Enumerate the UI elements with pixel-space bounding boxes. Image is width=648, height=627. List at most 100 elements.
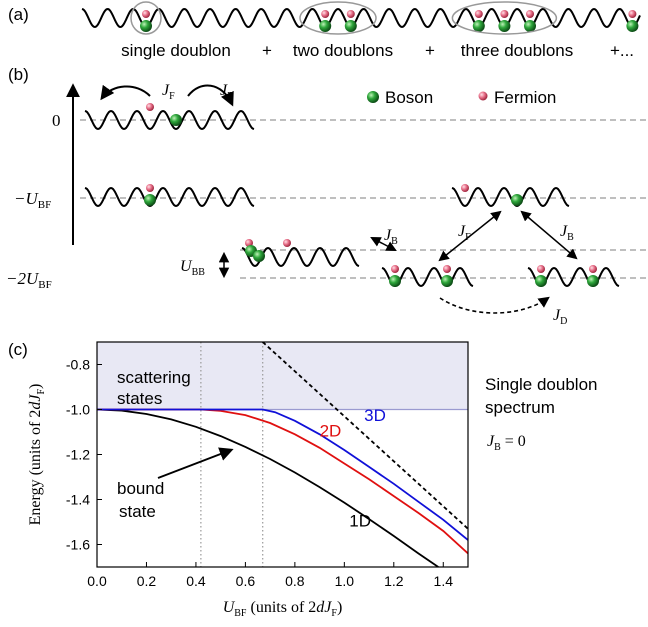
y-tick-label: -1.4: [66, 492, 90, 508]
y-tick-label: -0.8: [66, 357, 90, 373]
doublon-group-ellipse: [299, 1, 377, 35]
boson-particle: [472, 20, 485, 32]
svg-text:Fermion: Fermion: [494, 88, 556, 107]
series-line-3d: [97, 408, 468, 541]
panel-a-lattice: [81, 1, 641, 35]
legend-fermion: Fermion: [478, 88, 556, 107]
panel-a-lattice-wave: [81, 7, 641, 29]
x-tick-label: 0.8: [285, 573, 305, 589]
doublon-group-ellipse: [451, 1, 558, 35]
svg-text:Boson: Boson: [385, 88, 433, 107]
fermion-particle: [391, 265, 399, 273]
boson-particle: [170, 114, 182, 126]
panel-c-label: (c): [8, 340, 28, 359]
jf-right-arrow: [438, 210, 502, 262]
fermion-particle: [283, 239, 291, 247]
label-jb-right: JB: [560, 223, 574, 243]
doublon-group-ellipse: [130, 1, 162, 35]
term-two-doublons: two doublons: [293, 41, 393, 60]
bound-state-pointer: [157, 447, 234, 479]
x-tick-label: 0.2: [137, 573, 157, 589]
boson-particle: [587, 275, 599, 287]
side-title-line-1: Single doublon: [485, 375, 597, 394]
fermion-particle: [146, 103, 154, 111]
x-tick-label: 0.4: [186, 573, 206, 589]
panel-b-label: (b): [8, 65, 29, 84]
fermion-particle: [146, 184, 154, 192]
boson-particle: [535, 275, 547, 287]
boson-particle: [511, 194, 523, 206]
label-jd: JD: [553, 307, 567, 327]
panel-a-label: (a): [8, 5, 29, 24]
series-label-3d: 3D: [364, 406, 386, 425]
x-axis-label: UBF (units of 2dJF): [223, 599, 343, 619]
x-tick-label: 1.4: [434, 573, 454, 589]
level-minus-ubf: −UBF: [14, 189, 51, 211]
spectrum-chart: 0.0 0.2 0.4 0.6 0.8 1.0 1.2 1.4 -0.8 -1.0 -1.2 -1.4…: [27, 341, 469, 619]
label-jb-middle: JB: [384, 227, 398, 247]
x-tick-label: 1.0: [335, 573, 355, 589]
boson-particle: [441, 275, 453, 287]
level-minus-2ubf: −2UBF: [6, 269, 52, 291]
series-label-1d: 1D: [349, 512, 371, 531]
plus-sign-2: +: [425, 41, 435, 60]
fermion-particle: [537, 265, 545, 273]
lattice-energy-zero: [84, 109, 255, 131]
series-line-asymptote: [262, 342, 468, 530]
boson-particle: [626, 20, 639, 32]
fermion-particle: [500, 10, 509, 18]
bound-label: bound: [117, 479, 164, 498]
lattice-energy-minus-ubf-right: [451, 186, 570, 208]
boson-particle: [144, 194, 156, 206]
jb-hop-arrow: [187, 84, 234, 107]
fermion-particle: [443, 265, 451, 273]
fermion-particle: [461, 184, 469, 192]
scattering-label: scattering: [117, 368, 191, 387]
fermion-particle: [346, 10, 355, 18]
series-label-2d: 2D: [320, 422, 342, 441]
term-three-doublons: three doublons: [461, 41, 573, 60]
fermion-particle: [628, 10, 637, 18]
side-title-line-2: spectrum: [485, 398, 555, 417]
boson-particle: [319, 20, 332, 32]
fermion-particle: [321, 10, 330, 18]
boson-particle: [344, 20, 357, 32]
boson-particle: [140, 20, 152, 32]
boson-particle: [498, 20, 511, 32]
jb-right-arrow: [520, 210, 578, 260]
level-zero: 0: [52, 111, 61, 130]
x-tick-label: 0.0: [87, 573, 107, 589]
label-ubb: UBB: [180, 258, 205, 278]
boson-particle: [524, 20, 536, 32]
label-jf-top: JF: [162, 82, 175, 102]
boson-particle: [253, 250, 265, 262]
fermion-particle: [589, 265, 597, 273]
scattering-band: [97, 342, 468, 410]
plus-ellipsis: +...: [610, 41, 634, 60]
y-tick-label: -1.2: [66, 447, 90, 463]
fermion-particle: [142, 10, 150, 18]
y-tick-label: -1.0: [66, 402, 90, 418]
x-tick-label: 1.2: [384, 573, 404, 589]
scattering-label: states: [117, 389, 162, 408]
boson-particle: [389, 275, 401, 287]
y-tick-label: -1.6: [66, 537, 90, 553]
plot-area: [97, 342, 468, 567]
series-line-1d: [97, 408, 439, 567]
plus-sign-1: +: [262, 41, 272, 60]
lattice-energy-minus-ubf: [84, 186, 255, 208]
jf-hop-arrow: [100, 84, 151, 101]
jb-middle-arrow: [370, 237, 397, 251]
bound-label: state: [119, 502, 156, 521]
panel-b-lattices: [84, 103, 620, 288]
label-jb-top: JB: [220, 82, 234, 102]
legend-boson: Boson: [367, 88, 433, 107]
fermion-particle: [526, 10, 534, 18]
jd-arrow: [439, 296, 550, 314]
jb-zero-condition: JB = 0: [487, 433, 526, 453]
fermion-particle: [474, 10, 483, 18]
label-jf-right: JF: [458, 223, 471, 243]
y-axis-label: Energy (units of 2dJF): [27, 384, 47, 526]
term-single-doublon: single doublon: [121, 41, 231, 60]
